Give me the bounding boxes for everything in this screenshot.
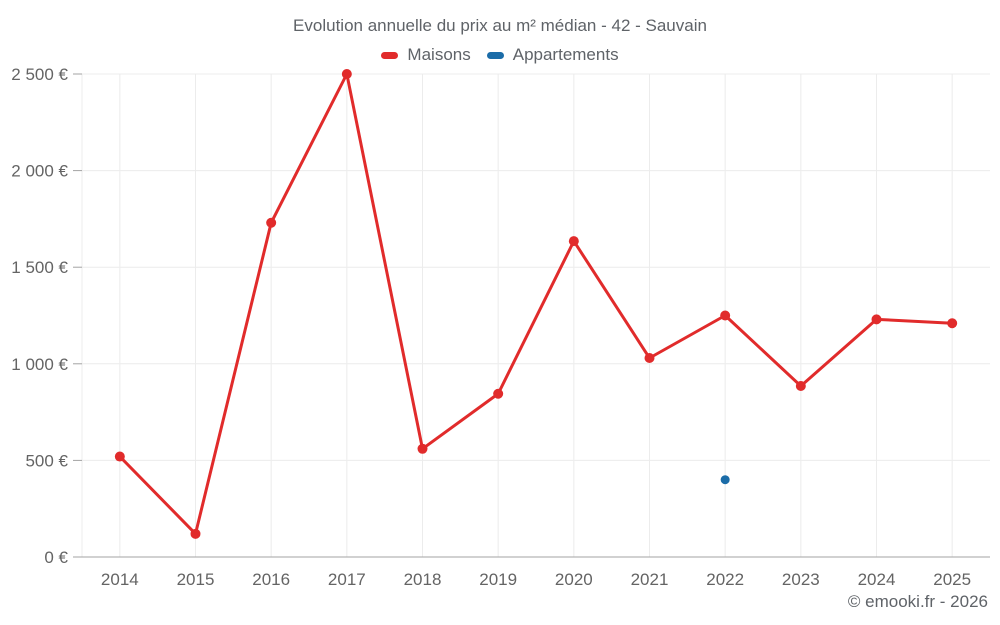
maisons-point-2016[interactable] (266, 217, 277, 228)
maisons-point-2017[interactable] (341, 69, 352, 79)
legend-item-maisons[interactable]: Maisons (381, 45, 471, 65)
maisons-point-2025[interactable] (947, 318, 958, 329)
x-tick-label: 2017 (328, 570, 366, 589)
x-tick-label: 2021 (631, 570, 669, 589)
x-tick-label: 2015 (177, 570, 215, 589)
x-tick-label: 2024 (858, 570, 896, 589)
maisons-line (118, 72, 954, 536)
legend-item-appartements[interactable]: Appartements (486, 45, 619, 65)
maisons-point-2024[interactable] (871, 314, 882, 325)
footer-credit: © emooki.fr - 2026 (847, 592, 988, 611)
x-tick-label: 2018 (404, 570, 442, 589)
x-tick-label: 2014 (101, 570, 139, 589)
x-tick-label: 2023 (782, 570, 820, 589)
chart-title: Evolution annuelle du prix au m² médian … (293, 16, 707, 35)
y-tick-label: 2 500 € (11, 65, 68, 84)
x-tick-label: 2019 (479, 570, 517, 589)
y-tick-label: 0 € (44, 548, 68, 567)
chart-legend: Maisons Appartements (0, 44, 1000, 66)
maisons-point-2014[interactable] (114, 451, 125, 462)
maisons-point-2022[interactable] (720, 310, 731, 321)
y-tick-label: 1 000 € (11, 355, 68, 374)
maisons-swatch-icon (381, 51, 399, 59)
x-tick-label: 2022 (706, 570, 744, 589)
maisons-point-2015[interactable] (190, 528, 201, 539)
x-tick-label: 2016 (252, 570, 290, 589)
x-tick-label: 2020 (555, 570, 593, 589)
maisons-point-2020[interactable] (568, 236, 579, 247)
maisons-point-2018[interactable] (417, 443, 428, 454)
maisons-point-2019[interactable] (493, 388, 504, 399)
y-tick-label: 500 € (25, 451, 68, 470)
maisons-point-2021[interactable] (644, 353, 655, 364)
legend-label-maisons: Maisons (407, 45, 471, 64)
y-tick-label: 1 500 € (11, 258, 68, 277)
maisons-point-2023[interactable] (795, 381, 806, 392)
legend-label-appartements: Appartements (512, 45, 619, 64)
y-tick-label: 2 000 € (11, 162, 68, 181)
appartements-point-2022[interactable] (720, 475, 730, 485)
appartements-swatch-icon (486, 51, 504, 59)
x-tick-label: 2025 (933, 570, 971, 589)
